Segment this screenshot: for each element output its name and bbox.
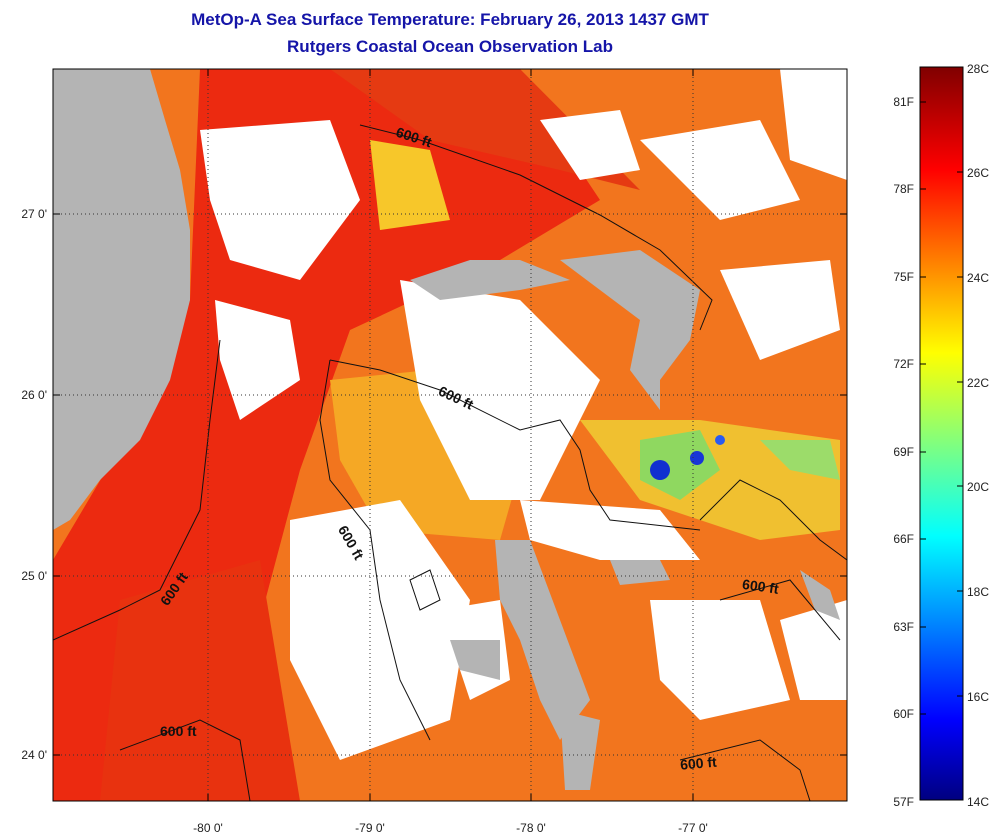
- colorbar-c-label: 16C: [967, 690, 989, 704]
- axis-ticks: [53, 69, 847, 801]
- lon-label: -78 0': [516, 821, 546, 835]
- colorbar-c-label: 28C: [967, 62, 989, 76]
- colorbar-c-label: 14C: [967, 795, 989, 809]
- map-subtitle: Rutgers Coastal Ocean Observation Lab: [287, 37, 613, 56]
- sst-field: [53, 69, 847, 801]
- lat-label: 26 0': [21, 388, 47, 402]
- lon-label: -79 0': [355, 821, 385, 835]
- colorbar-gradient: [919, 66, 964, 801]
- graticule: [53, 69, 847, 801]
- colorbar-f-label: 72F: [893, 357, 914, 371]
- colorbar-f-label: 66F: [893, 532, 914, 546]
- colorbar-c-label: 22C: [967, 376, 989, 390]
- contour-label: 600 ft: [160, 723, 197, 739]
- lon-label: -80 0': [193, 821, 223, 835]
- map-frame: [52, 68, 848, 802]
- colorbar-c-label: 24C: [967, 271, 989, 285]
- colorbar: 28C 26C 24C 22C 20C 18C 16C 14C 81F 78F …: [893, 62, 989, 809]
- map-title: MetOp-A Sea Surface Temperature: Februar…: [191, 10, 709, 29]
- colorbar-f-label: 69F: [893, 445, 914, 459]
- contour-label: 600 ft: [679, 754, 717, 773]
- colorbar-f-label: 81F: [893, 95, 914, 109]
- colorbar-f-label: 63F: [893, 620, 914, 634]
- colorbar-f-label: 78F: [893, 182, 914, 196]
- colorbar-f-label: 60F: [893, 707, 914, 721]
- colorbar-c-label: 26C: [967, 166, 989, 180]
- colorbar-f-label: 57F: [893, 795, 914, 809]
- lat-label: 24 0': [21, 748, 47, 762]
- colorbar-c-label: 20C: [967, 480, 989, 494]
- lat-label: 27 0': [21, 207, 47, 221]
- lat-label: 25 0': [21, 569, 47, 583]
- contour-label: 600 ft: [741, 576, 780, 597]
- colorbar-c-label: 18C: [967, 585, 989, 599]
- colorbar-f-label: 75F: [893, 270, 914, 284]
- lon-label: -77 0': [678, 821, 708, 835]
